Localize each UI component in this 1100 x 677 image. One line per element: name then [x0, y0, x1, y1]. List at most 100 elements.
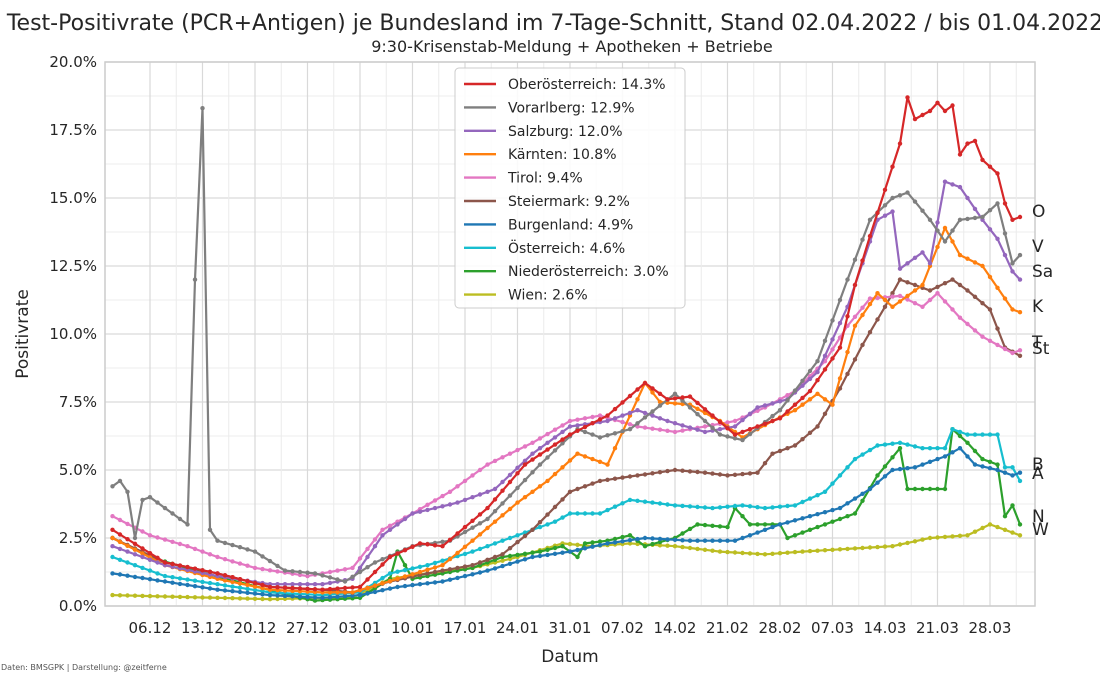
data-point [297, 594, 303, 599]
data-point [680, 395, 685, 400]
data-point [567, 511, 573, 516]
data-point [117, 517, 123, 523]
data-point [612, 504, 618, 509]
data-point [740, 471, 745, 477]
data-point [567, 549, 573, 554]
data-point [800, 378, 805, 383]
data-point [807, 548, 813, 554]
data-point [380, 581, 385, 586]
data-point [882, 203, 888, 208]
data-point [845, 371, 850, 377]
data-point [230, 542, 235, 548]
data-point [897, 440, 903, 445]
data-point [800, 437, 805, 442]
data-point [522, 557, 528, 562]
data-point [672, 544, 678, 549]
data-point [245, 563, 250, 568]
data-point [815, 548, 820, 553]
data-point [425, 502, 430, 507]
data-point [650, 413, 655, 418]
data-point [942, 179, 948, 184]
data-point [717, 524, 723, 529]
data-point [222, 540, 228, 546]
data-point [492, 519, 498, 524]
data-point [942, 281, 948, 286]
data-point [747, 427, 753, 432]
data-point [612, 431, 618, 436]
data-point [627, 541, 633, 546]
data-point [575, 547, 580, 553]
data-point [1002, 527, 1008, 532]
data-point [747, 471, 753, 476]
data-point [695, 427, 700, 432]
data-point [170, 594, 175, 599]
data-point [830, 318, 835, 323]
data-point [627, 422, 633, 427]
data-point [1010, 465, 1015, 470]
data-point [237, 577, 243, 582]
data-point [695, 522, 700, 527]
data-point [687, 405, 693, 410]
data-point [657, 470, 663, 475]
data-point [672, 467, 678, 473]
data-point [597, 539, 603, 544]
data-point [417, 569, 423, 575]
data-point [567, 424, 573, 429]
data-point [597, 478, 603, 484]
data-point [155, 571, 160, 576]
data-point [830, 347, 835, 352]
data-point [537, 446, 543, 451]
x-tick-label: 31.01 [549, 619, 592, 637]
data-point [987, 338, 993, 343]
data-point [770, 551, 775, 556]
data-point [327, 590, 333, 595]
data-point [275, 582, 280, 587]
data-point [867, 447, 873, 453]
data-point [387, 586, 393, 591]
data-point [530, 457, 535, 462]
data-point [845, 501, 850, 506]
data-point [447, 489, 453, 494]
data-point [192, 566, 198, 571]
data-point [980, 157, 985, 163]
y-tick-label: 10.0% [49, 325, 97, 343]
x-tick-label: 10.01 [391, 619, 434, 637]
data-point [237, 581, 243, 586]
data-point [822, 411, 828, 416]
data-point [837, 505, 843, 511]
data-point [627, 474, 633, 479]
data-point [1017, 252, 1023, 258]
data-point [942, 486, 948, 492]
data-point [620, 400, 625, 405]
data-point [605, 507, 610, 513]
data-point [327, 580, 333, 586]
data-point [560, 515, 565, 520]
data-point [372, 544, 378, 549]
data-point [342, 585, 348, 591]
data-point [770, 451, 775, 456]
data-point [125, 593, 130, 598]
data-point [987, 208, 993, 213]
data-point [882, 213, 888, 218]
data-point [845, 349, 850, 355]
data-point [920, 208, 925, 213]
data-point [1010, 307, 1015, 312]
data-point [357, 584, 363, 590]
data-point [882, 304, 888, 309]
legend-entry: Österreich: 4.6% [508, 239, 625, 257]
data-point [762, 552, 768, 557]
data-point [185, 522, 190, 527]
data-point [432, 505, 438, 511]
data-point [657, 391, 663, 396]
data-point [237, 589, 243, 595]
data-point [897, 542, 903, 547]
data-point [365, 577, 370, 582]
y-tick-labels: 0.0% 2.5% 5.0% 7.5% 10.0% 12.5% 15.0% 17.5% 20.0… [49, 53, 97, 615]
x-tick-label: 24.01 [496, 619, 539, 637]
data-point [957, 252, 963, 258]
data-point [732, 550, 738, 555]
data-point [792, 408, 798, 413]
data-point [987, 432, 993, 437]
data-point [657, 403, 663, 408]
data-point [560, 465, 565, 470]
